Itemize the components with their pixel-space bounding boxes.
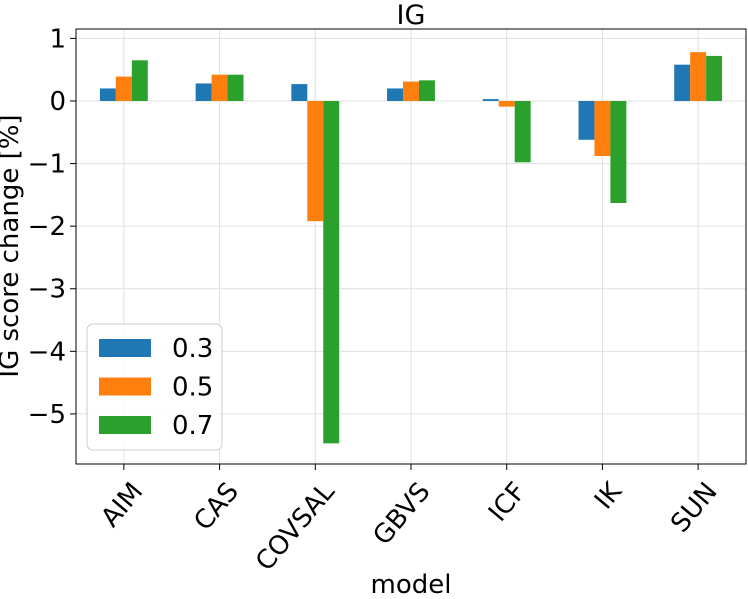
bar [323, 100, 340, 444]
legend-label: 0.7 [172, 411, 213, 441]
bar [578, 100, 595, 140]
legend-swatch [99, 377, 151, 396]
bar [195, 83, 212, 101]
y-tick-label: −1 [28, 150, 66, 180]
bar [387, 88, 404, 101]
bar [403, 81, 419, 101]
x-axis-label: model [371, 570, 452, 599]
bar [514, 100, 531, 163]
x-tick-label: AIM [96, 477, 150, 533]
y-tick-label: −2 [28, 212, 66, 242]
bar [418, 80, 435, 101]
bar [99, 88, 116, 101]
x-tick-label: IK [589, 476, 628, 515]
x-axis: AIM CAS COVSAL GBVS ICF IK SUN [96, 464, 724, 577]
x-tick-label: CAS [188, 477, 245, 536]
y-tick-label: 0 [49, 87, 66, 117]
y-tick-label: −4 [28, 337, 66, 367]
x-tick-label: ICF [483, 477, 532, 528]
bar [674, 64, 691, 101]
legend-label: 0.3 [172, 334, 213, 364]
x-tick-label: GBVS [368, 477, 437, 551]
bar [131, 60, 148, 101]
y-axis: 1 0 −1 −2 −3 −4 −5 [28, 24, 76, 430]
y-tick-label: 1 [49, 24, 66, 54]
y-axis-label: IG score change [%] [0, 114, 25, 377]
chart-title: IG [397, 0, 426, 31]
legend-swatch [99, 339, 151, 357]
bar [307, 100, 324, 222]
x-tick-label: COVSAL [250, 477, 341, 577]
legend-items: 0.3 0.5 0.7 [99, 334, 213, 441]
bar [498, 100, 515, 107]
bar [706, 55, 723, 101]
bar [610, 100, 627, 203]
bars [99, 52, 723, 444]
bar [227, 74, 244, 101]
y-tick-label: −5 [28, 400, 66, 430]
y-tick-label: −3 [28, 275, 66, 305]
bar [211, 74, 228, 101]
bar [291, 84, 308, 101]
bar [115, 76, 132, 101]
legend: 0.3 0.5 0.7 [86, 323, 223, 451]
bar [690, 52, 707, 101]
bar [482, 99, 499, 101]
x-tick-label: SUN [665, 477, 723, 538]
legend-swatch [99, 416, 151, 434]
legend-label: 0.5 [172, 373, 213, 403]
bar [594, 100, 611, 157]
